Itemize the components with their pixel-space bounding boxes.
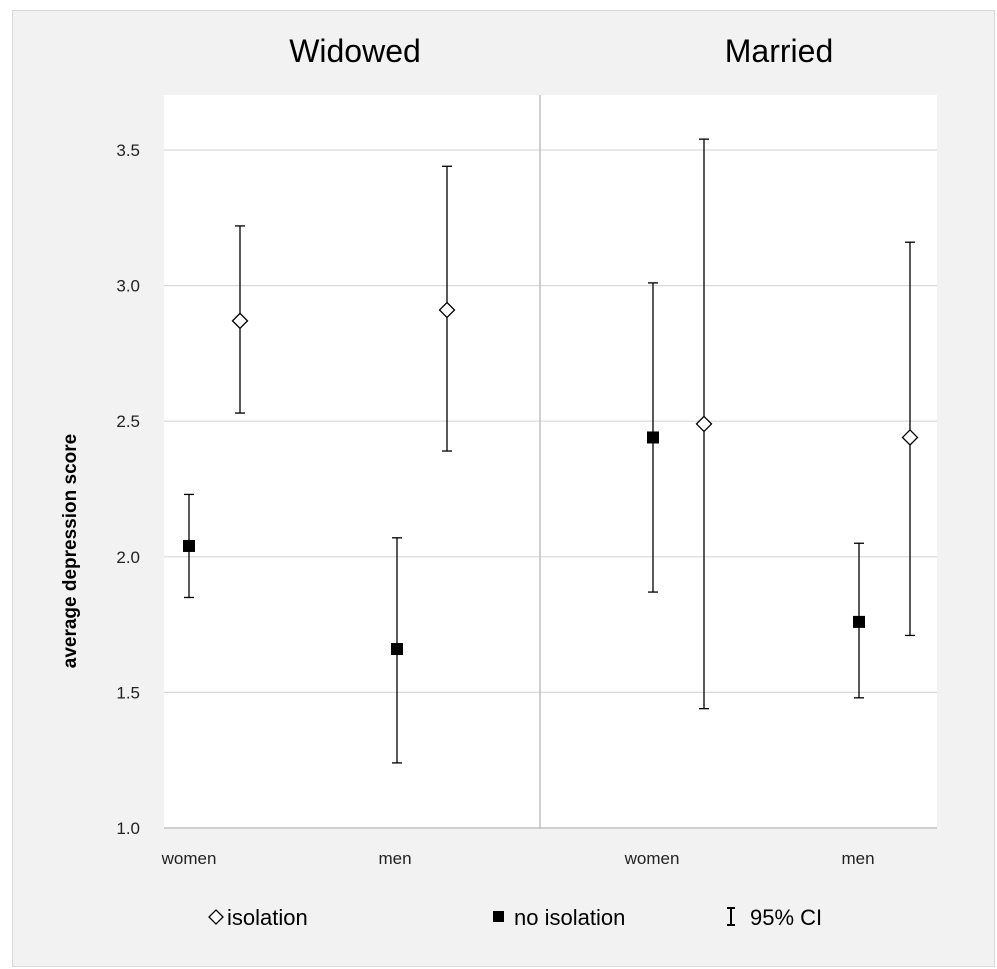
chart-svg: Widowed Married average depression score… <box>60 33 937 930</box>
marker-widowed-men-isolation <box>438 301 456 319</box>
legend: isolation no isolation 95% CI <box>208 905 822 930</box>
legend-isolation-label: isolation <box>227 905 308 930</box>
marker-widowed-women-no-isolation <box>183 539 195 552</box>
category-label-married-men: men <box>841 849 874 868</box>
y-tick-label: 1.0 <box>116 819 140 838</box>
point-married-men-no-isolation <box>853 542 865 699</box>
panel-title-widowed: Widowed <box>289 33 421 69</box>
data-marks <box>183 138 919 764</box>
panel-title-married: Married <box>725 33 833 69</box>
point-married-women-no-isolation <box>647 282 659 593</box>
legend-isolation-marker <box>208 909 224 925</box>
marker-widowed-women-isolation <box>231 312 249 330</box>
marker-married-men-isolation <box>901 429 919 446</box>
gridlines <box>164 149 937 694</box>
point-widowed-women-no-isolation <box>183 493 195 599</box>
y-tick-label: 1.5 <box>116 683 140 702</box>
legend-no-isolation-marker <box>493 911 504 922</box>
chart-frame: Widowed Married average depression score… <box>12 10 995 967</box>
legend-ci-marker <box>727 907 735 926</box>
y-axis-title: average depression score <box>60 434 81 668</box>
legend-no-isolation-label: no isolation <box>514 905 625 930</box>
y-tick-label: 3.0 <box>116 277 140 296</box>
marker-married-women-no-isolation <box>647 431 659 444</box>
point-widowed-men-no-isolation <box>391 537 403 764</box>
point-married-women-isolation <box>695 138 713 710</box>
plot-area <box>164 95 937 829</box>
y-tick-labels: 1.0 1.5 2.0 2.5 3.0 3.5 <box>116 141 140 838</box>
y-tick-label: 2.5 <box>116 412 140 431</box>
y-tick-label: 3.5 <box>116 141 140 160</box>
marker-widowed-men-no-isolation <box>391 643 403 656</box>
point-widowed-women-isolation <box>231 225 249 414</box>
point-widowed-men-isolation <box>438 165 456 452</box>
category-label-widowed-men: men <box>378 849 411 868</box>
category-label-widowed-women: women <box>161 849 217 868</box>
category-label-married-women: women <box>624 849 680 868</box>
marker-married-men-no-isolation <box>853 615 865 628</box>
marker-married-women-isolation <box>695 415 713 433</box>
y-tick-label: 2.0 <box>116 548 140 567</box>
point-married-men-isolation <box>901 241 919 637</box>
legend-ci-label: 95% CI <box>750 905 822 930</box>
